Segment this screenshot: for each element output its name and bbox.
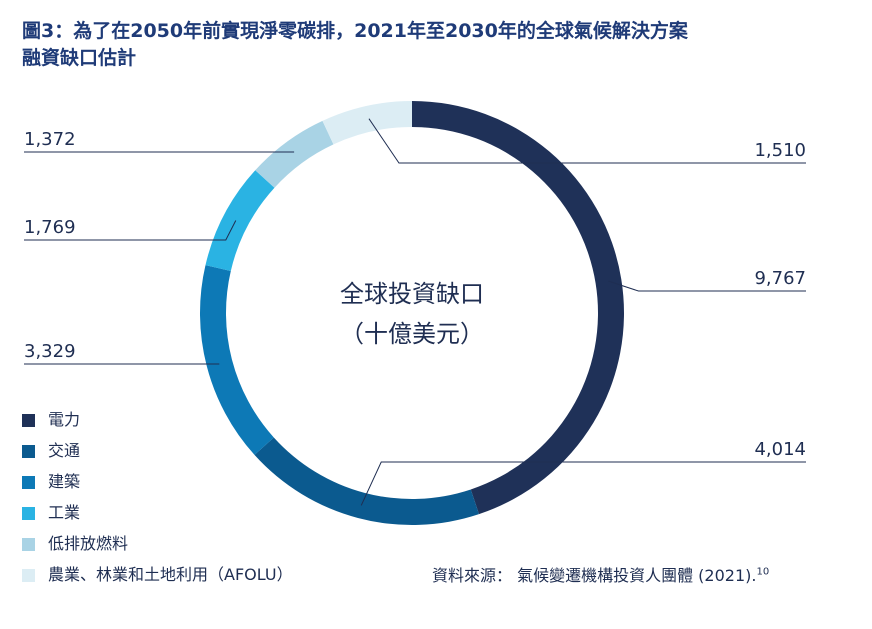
donut-slice[interactable] <box>254 437 479 525</box>
legend-label: 工業 <box>48 503 81 522</box>
legend-swatch <box>22 538 35 551</box>
legend-swatch <box>22 507 35 520</box>
value-label: 1,510 <box>754 140 806 161</box>
donut-slices <box>199 101 624 525</box>
source-text: 資料來源： 氣候變遷機構投資人團體 (2021). <box>432 566 757 585</box>
leader-line <box>360 461 806 506</box>
legend-label: 建築 <box>48 472 81 491</box>
center-label-line-2: （十億美元） <box>340 320 484 348</box>
value-labels: 9,767 4,014 3,329 1,769 1,372 1,510 <box>24 129 806 460</box>
donut-slice[interactable] <box>199 265 274 455</box>
leader-line <box>368 118 806 164</box>
donut-slice[interactable] <box>255 120 334 188</box>
legend-swatch <box>22 445 35 458</box>
chart-title: 圖3：為了在2050年前實現淨零碳排，2021年至2030年的全球氣候解決方案 … <box>22 18 842 72</box>
legend-swatch <box>22 569 35 582</box>
donut-slice[interactable] <box>322 101 412 145</box>
donut-slice[interactable] <box>205 170 275 271</box>
legend-swatch <box>22 476 35 489</box>
legend-label: 交通 <box>48 441 81 460</box>
value-label: 9,767 <box>754 268 806 289</box>
leader-line <box>24 220 237 241</box>
chart-title-line-2: 融資缺口估計 <box>22 47 137 69</box>
legend-label: 農業、林業和土地利用（AFOLU） <box>48 565 293 584</box>
value-label: 4,014 <box>754 439 806 460</box>
donut-slice[interactable] <box>412 101 624 515</box>
legend-swatch <box>22 414 35 427</box>
legend-label: 電力 <box>48 410 81 429</box>
center-label-line-1: 全球投資缺口 <box>340 280 484 308</box>
leader-line <box>608 280 806 292</box>
value-label: 3,329 <box>24 341 76 362</box>
value-label: 1,769 <box>24 217 76 238</box>
legend-label: 低排放燃料 <box>48 534 129 553</box>
source-note: 資料來源： 氣候變遷機構投資人團體 (2021).10 <box>432 566 769 586</box>
value-label: 1,372 <box>24 129 76 150</box>
leader-lines <box>24 118 806 506</box>
footnote-marker: 10 <box>756 566 770 578</box>
chart-title-line-1: 圖3：為了在2050年前實現淨零碳排，2021年至2030年的全球氣候解決方案 <box>22 20 688 42</box>
